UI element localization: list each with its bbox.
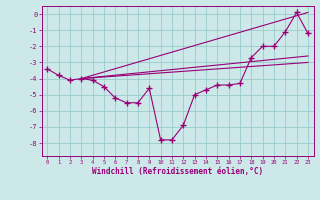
X-axis label: Windchill (Refroidissement éolien,°C): Windchill (Refroidissement éolien,°C) (92, 167, 263, 176)
